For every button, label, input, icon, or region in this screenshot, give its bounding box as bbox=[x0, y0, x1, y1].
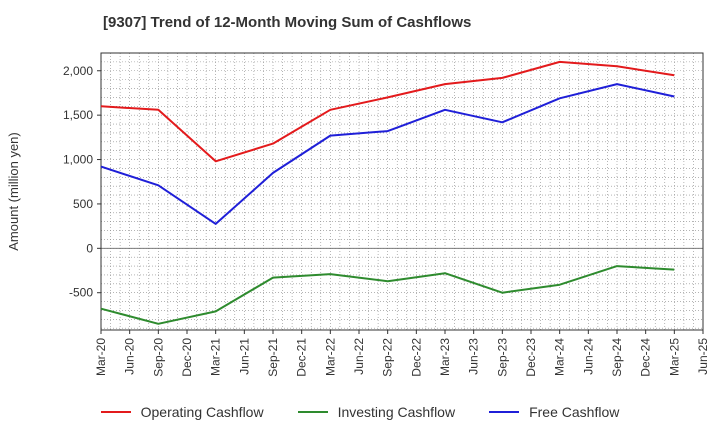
x-tick-label: Jun-24 bbox=[581, 338, 595, 375]
x-tick-label: Mar-20 bbox=[94, 338, 108, 376]
x-tick-label: Mar-22 bbox=[323, 338, 337, 376]
legend: Operating Cashflow Investing Cashflow Free… bbox=[0, 404, 720, 420]
y-tick-label: 500 bbox=[73, 197, 93, 211]
x-tick-label: Sep-23 bbox=[495, 338, 509, 377]
x-tick-label: Sep-24 bbox=[610, 338, 624, 377]
x-tick-label: Mar-23 bbox=[438, 338, 452, 376]
plot-frame bbox=[100, 52, 704, 331]
chart-title: [9307] Trend of 12-Month Moving Sum of C… bbox=[103, 14, 472, 31]
legend-swatch bbox=[100, 411, 131, 413]
x-tick-label: Dec-20 bbox=[180, 338, 194, 377]
x-tick-label: Jun-21 bbox=[237, 338, 251, 375]
legend-label: Free Cashflow bbox=[529, 404, 620, 420]
x-tick-label: Jun-20 bbox=[123, 338, 137, 375]
x-tick-label: Dec-22 bbox=[409, 338, 423, 377]
y-axis-title: Amount (million yen) bbox=[6, 132, 21, 251]
x-tick-label: Dec-21 bbox=[295, 338, 309, 377]
legend-item-investing-cashflow: Investing Cashflow bbox=[297, 404, 456, 420]
y-tick-label: 0 bbox=[86, 241, 93, 255]
x-tick-label: Sep-20 bbox=[151, 338, 165, 377]
legend-swatch bbox=[297, 411, 328, 413]
y-tick-label: 1,000 bbox=[63, 153, 93, 167]
x-tick-label: Jun-25 bbox=[696, 338, 710, 375]
x-tick-label: Sep-21 bbox=[266, 338, 280, 377]
legend-label: Investing Cashflow bbox=[337, 404, 456, 420]
legend-item-operating-cashflow: Operating Cashflow bbox=[100, 404, 264, 420]
x-tick-label: Jun-22 bbox=[352, 338, 366, 375]
x-tick-label: Jun-23 bbox=[467, 338, 481, 375]
x-tick-label: Dec-23 bbox=[524, 338, 538, 377]
x-tick-label: Sep-22 bbox=[381, 338, 395, 377]
series-line-investing-cashflow bbox=[100, 265, 675, 325]
legend-swatch bbox=[489, 411, 520, 413]
y-tick-label: 1,500 bbox=[63, 108, 93, 122]
y-tick-label: 2,000 bbox=[63, 64, 93, 78]
x-tick-label: Mar-21 bbox=[209, 338, 223, 376]
series-line-free-cashflow bbox=[100, 83, 675, 225]
x-tick-label: Dec-24 bbox=[639, 338, 653, 377]
x-tick-label: Mar-25 bbox=[667, 338, 681, 376]
legend-item-free-cashflow: Free Cashflow bbox=[489, 404, 619, 420]
y-tick-label: -500 bbox=[69, 286, 93, 300]
legend-label: Operating Cashflow bbox=[140, 404, 264, 420]
x-tick-label: Mar-24 bbox=[553, 338, 567, 376]
series-line-operating-cashflow bbox=[100, 60, 675, 163]
